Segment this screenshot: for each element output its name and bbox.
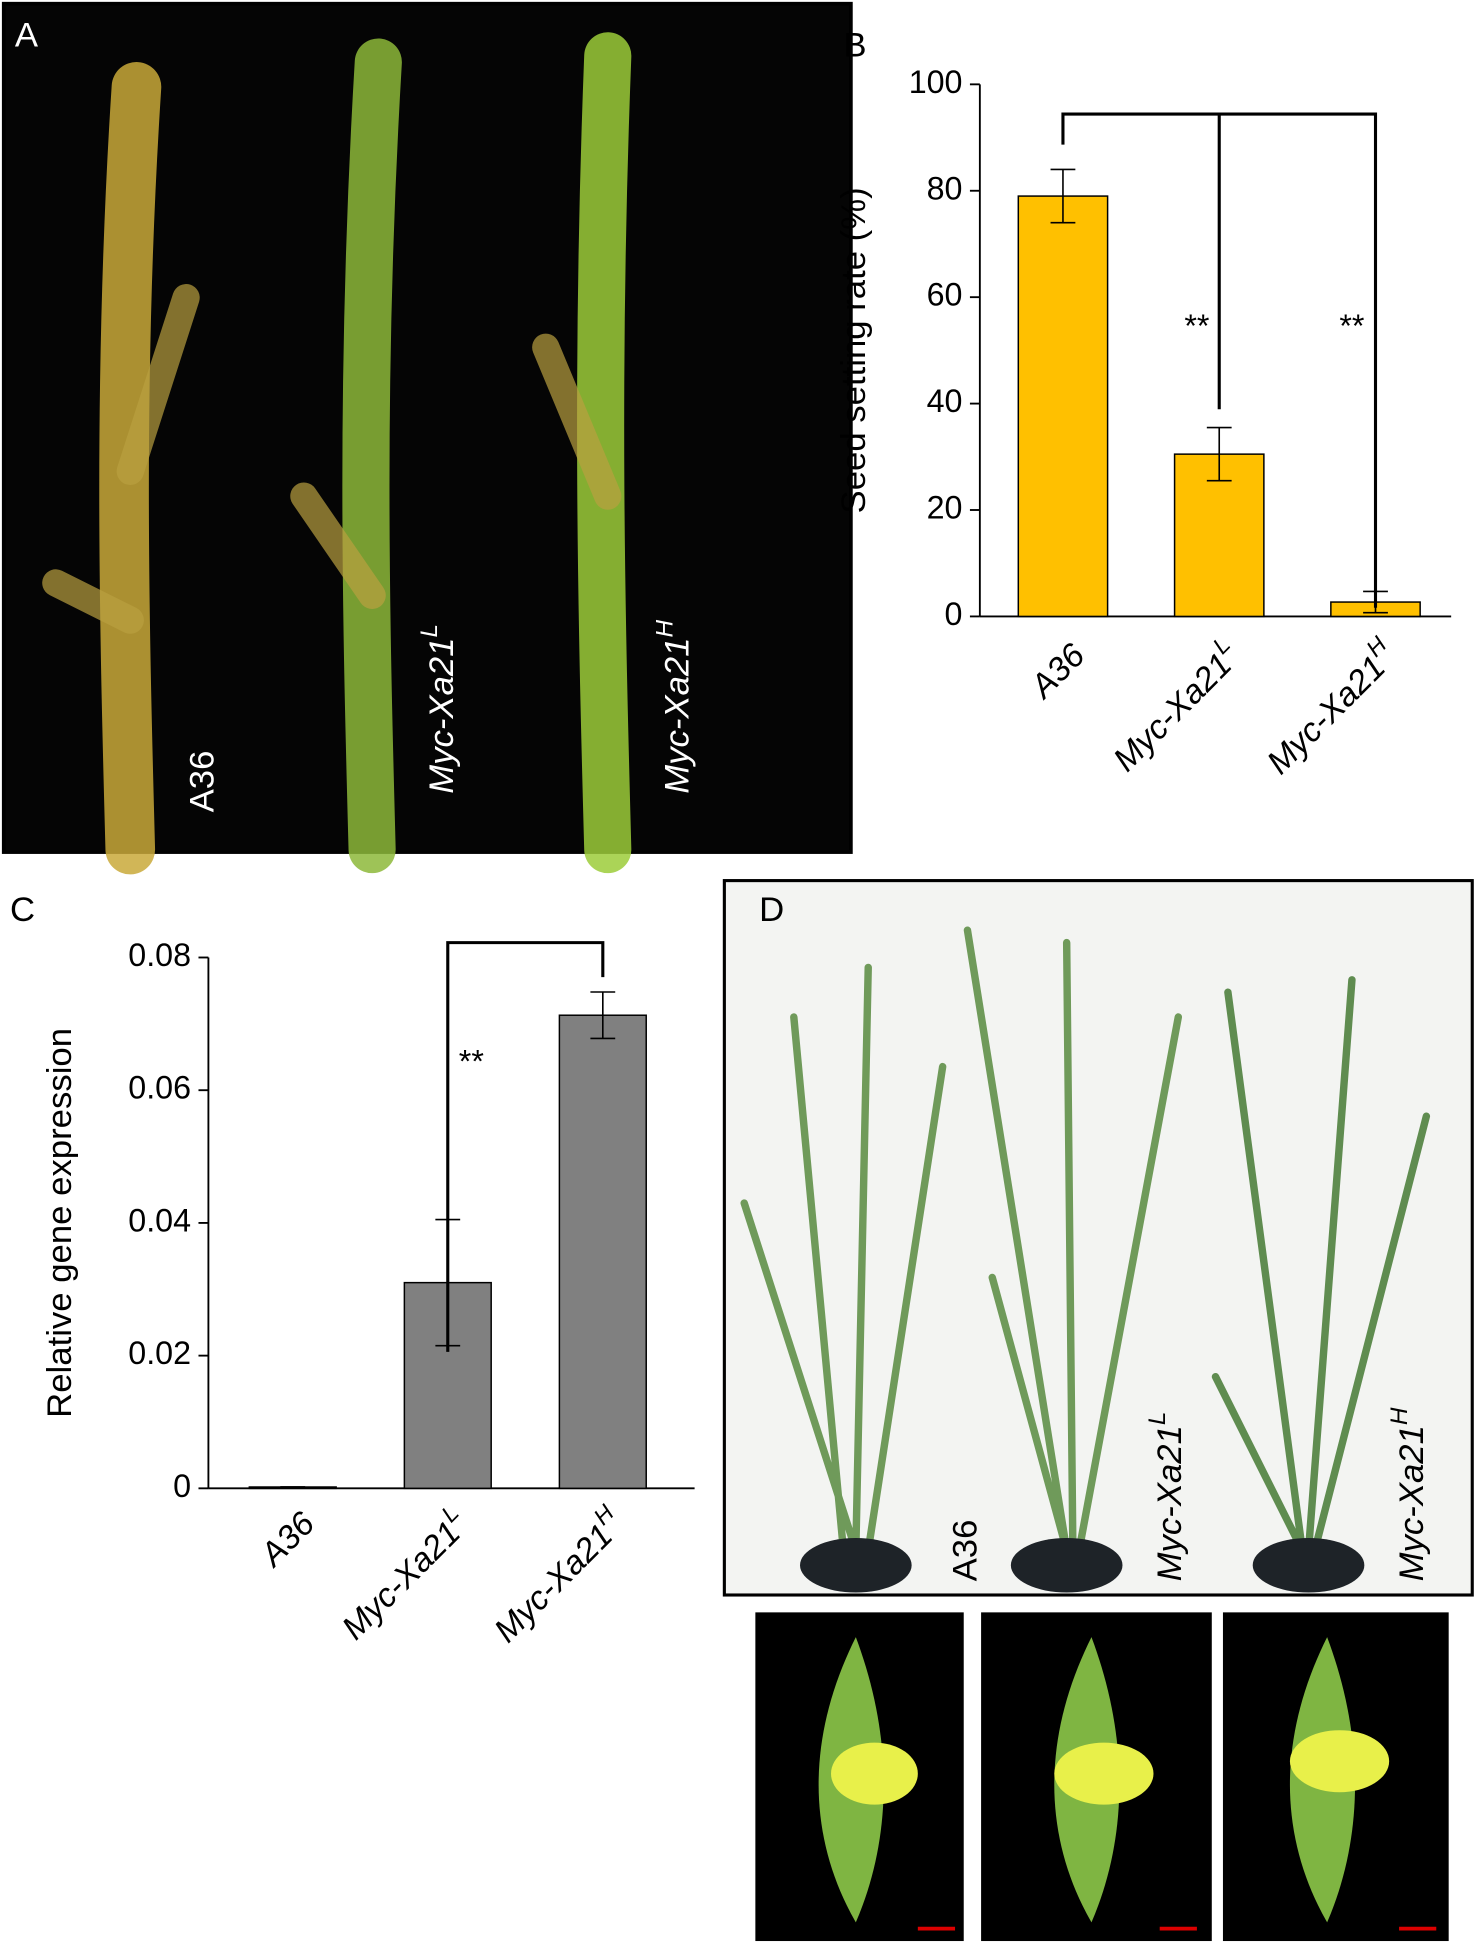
significance-annotation: ** xyxy=(1184,308,1210,344)
significance-bracket xyxy=(446,941,605,1352)
category-label: Myc-Xa21L xyxy=(1101,631,1248,778)
label-text: Myc-Xa21 xyxy=(1393,1425,1431,1581)
significance-annotation: ** xyxy=(459,1044,485,1080)
label-text: Myc-Xa21 xyxy=(1107,646,1240,779)
category-label: Myc-Xa21L xyxy=(416,624,461,794)
y-tick-label: 80 xyxy=(927,170,963,206)
category-label: A36 xyxy=(947,1520,985,1582)
y-tick-label: 0.08 xyxy=(128,937,191,973)
panel-label: D xyxy=(759,891,784,929)
significance-annotation: ** xyxy=(1339,308,1365,344)
label-text: Myc-Xa21 xyxy=(423,637,461,793)
y-tick-label: 0 xyxy=(173,1468,191,1504)
category-label: Myc-Xa21H xyxy=(1386,1407,1431,1581)
y-tick-label: 0.02 xyxy=(128,1335,191,1371)
y-tick-label: 0 xyxy=(945,596,963,632)
category-label: A36 xyxy=(1023,637,1093,707)
label-superscript: L xyxy=(416,624,443,638)
label-text: A36 xyxy=(1023,637,1093,707)
label-text: Myc-Xa21 xyxy=(1151,1425,1189,1581)
bar xyxy=(558,1014,647,1490)
category-label: Myc-Xa21H xyxy=(1255,631,1405,781)
label-text: A36 xyxy=(947,1520,985,1582)
y-axis-label: Relative gene expression xyxy=(41,1028,79,1418)
category-label: Myc-Xa21L xyxy=(330,1500,477,1647)
label-text: A36 xyxy=(252,1505,322,1575)
label-superscript: L xyxy=(1144,1412,1171,1426)
y-tick-label: 40 xyxy=(927,383,963,419)
label-text: Myc-Xa21 xyxy=(659,637,697,793)
label-text: A36 xyxy=(184,751,222,813)
panicle-illustration xyxy=(42,32,632,875)
label-superscript: H xyxy=(1386,1407,1413,1425)
panel-label: C xyxy=(10,891,35,929)
panel-label: B xyxy=(843,26,866,64)
label-text: Myc-Xa21 xyxy=(335,1514,468,1647)
y-tick-label: 20 xyxy=(927,490,963,526)
label-text: Myc-Xa21 xyxy=(1260,649,1393,782)
panel-label: A xyxy=(15,16,39,54)
y-tick-label: 100 xyxy=(909,64,963,100)
y-tick-label: 0.04 xyxy=(128,1202,191,1238)
y-axis-label: Seed setting rate (%) xyxy=(835,187,873,513)
plant-illustration xyxy=(740,926,1431,1593)
label-superscript: H xyxy=(652,619,679,637)
category-label: A36 xyxy=(184,751,222,813)
bar xyxy=(1017,195,1109,618)
significance-bracket xyxy=(1061,112,1378,608)
category-label: Myc-Xa21L xyxy=(1144,1412,1189,1582)
category-label: A36 xyxy=(252,1505,322,1575)
category-label: Myc-Xa21H xyxy=(652,619,697,793)
label-text: Myc-Xa21 xyxy=(487,1517,620,1650)
flower-photos xyxy=(755,1612,1449,1942)
category-label: Myc-Xa21H xyxy=(482,1500,632,1650)
y-tick-label: 60 xyxy=(927,277,963,313)
y-tick-label: 0.06 xyxy=(128,1070,191,1106)
